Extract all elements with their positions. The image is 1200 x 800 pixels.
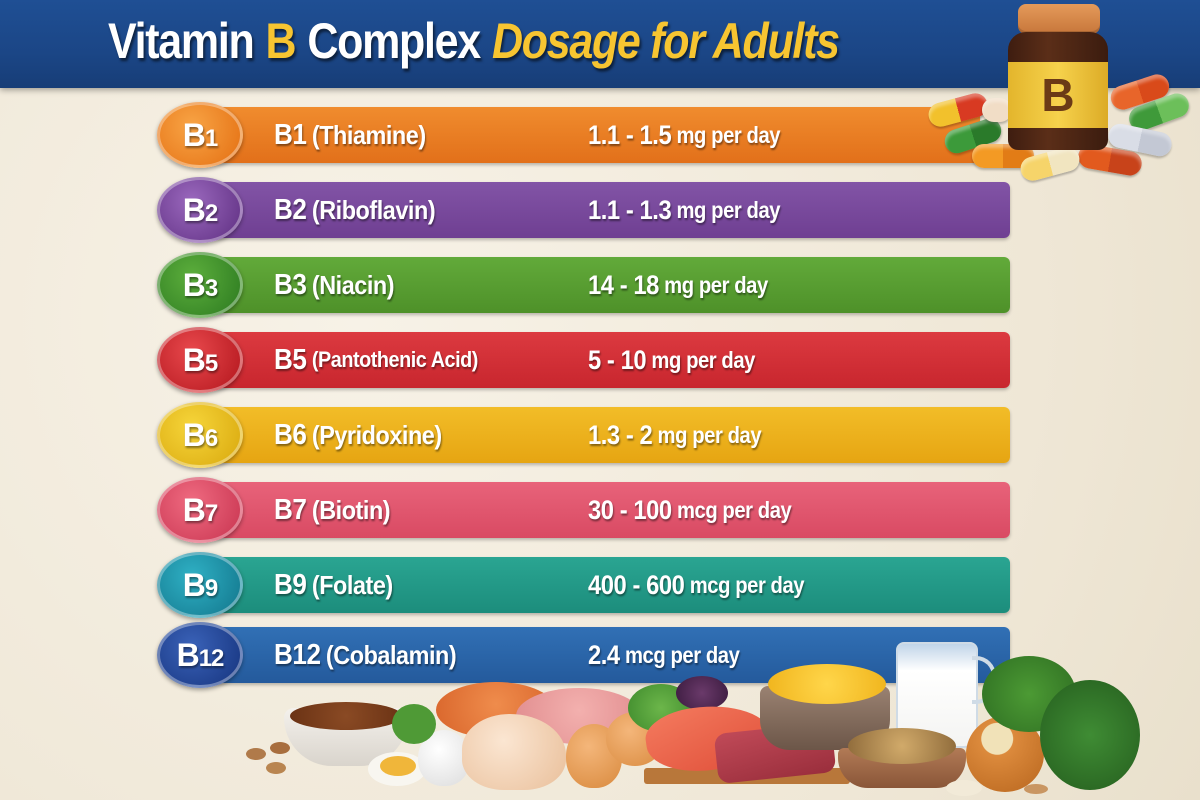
- dose-range: 5 - 10: [588, 344, 647, 375]
- dose-unit: mcg per day: [689, 571, 805, 598]
- bottle-cap: [1018, 4, 1100, 34]
- vitamin-row-b9: B9 (Folate) 400 - 600 mcg per day: [200, 557, 1010, 613]
- dose-unit: mg per day: [664, 271, 768, 298]
- vitamin-row-b7: B7 (Biotin) 30 - 100 mcg per day: [200, 482, 1010, 538]
- vitamin-row-b1: B1 (Thiamine) 1.1 - 1.5 mg per day: [200, 107, 980, 163]
- dose-unit: mg per day: [651, 346, 755, 373]
- title-part-vitamin: Vitamin: [108, 13, 255, 69]
- badge-b12: B 12: [157, 622, 243, 688]
- vitamin-code: B5: [274, 343, 307, 376]
- dose-unit: mcg per day: [625, 641, 740, 668]
- dose-range: 400 - 600: [588, 569, 685, 600]
- vitamin-name: (Cobalamin): [325, 639, 457, 670]
- dose-unit: mg per day: [676, 196, 781, 223]
- title-part-dosage: Dosage for Adults: [491, 13, 840, 69]
- vitamin-row-b6: B6 (Pyridoxine) 1.3 - 2 mg per day: [200, 407, 1010, 463]
- vitamin-code: B7: [274, 493, 307, 526]
- dose-range: 1.1 - 1.3: [588, 194, 672, 225]
- vitamin-name: (Folate): [311, 569, 393, 600]
- vitamin-name: (Biotin): [311, 494, 391, 525]
- pill-icon: [982, 98, 1012, 122]
- vitamin-code: B3: [274, 268, 307, 301]
- page-title: Vitamin B Complex Dosage for Adults: [108, 12, 840, 76]
- almond-icon: [246, 748, 266, 760]
- spinach-icon: [392, 704, 436, 744]
- dose-range: 1.1 - 1.5: [588, 119, 672, 150]
- vitamin-name: (Pyridoxine): [311, 419, 442, 450]
- vitamin-row-b12: B12 (Cobalamin) 2.4 mcg per day: [200, 627, 1010, 683]
- dose-unit: mg per day: [657, 421, 762, 448]
- vitamin-code: B1: [274, 118, 307, 151]
- vitamin-bottle-icon: B: [1008, 62, 1108, 128]
- vitamin-row-b3: B3 (Niacin) 14 - 18 mg per day: [200, 257, 1010, 313]
- title-part-complex: Complex: [307, 13, 481, 69]
- vitamin-code: B6: [274, 418, 307, 451]
- dose-range: 30 - 100: [588, 494, 672, 525]
- vitamin-row-b2: B2 (Riboflavin) 1.1 - 1.3 mg per day: [200, 182, 1010, 238]
- vitamin-code: B9: [274, 568, 307, 601]
- vitamin-name: (Pantothenic Acid): [311, 347, 479, 372]
- vitamin-name: (Thiamine): [311, 119, 426, 150]
- vitamin-row-b5: B5 (Pantothenic Acid) 5 - 10 mg per day: [200, 332, 1010, 388]
- title-part-b: B: [265, 13, 297, 69]
- vitamin-code: B2: [274, 193, 307, 226]
- dose-unit: mg per day: [676, 121, 781, 148]
- vitamin-name: (Niacin): [311, 269, 395, 300]
- grapes-icon: [676, 676, 728, 710]
- dose-range: 2.4: [588, 639, 620, 670]
- vitamin-name: (Riboflavin): [311, 194, 436, 225]
- dose-range: 1.3 - 2: [588, 419, 653, 450]
- chicken-breast-icon: [462, 714, 566, 790]
- dose-range: 14 - 18: [588, 269, 659, 300]
- header-banner: Vitamin B Complex Dosage for Adults: [0, 0, 1200, 88]
- vitamin-code: B12: [274, 638, 321, 671]
- dose-unit: mcg per day: [676, 496, 792, 523]
